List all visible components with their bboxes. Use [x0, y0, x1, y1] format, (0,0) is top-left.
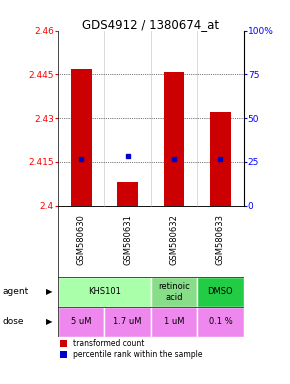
Text: retinoic
acid: retinoic acid — [158, 282, 190, 301]
Legend: transformed count, percentile rank within the sample: transformed count, percentile rank withi… — [60, 339, 202, 359]
Bar — [117, 182, 138, 206]
Text: KHS101: KHS101 — [88, 287, 121, 296]
Text: agent: agent — [3, 287, 29, 296]
Bar — [197, 277, 244, 307]
Text: 1.7 uM: 1.7 uM — [113, 318, 142, 326]
Text: GSM580630: GSM580630 — [77, 214, 86, 265]
Text: DMSO: DMSO — [208, 287, 233, 296]
Text: ▶: ▶ — [46, 287, 52, 296]
Text: ▶: ▶ — [46, 318, 52, 326]
Text: dose: dose — [3, 318, 24, 326]
Bar — [210, 113, 231, 206]
Text: GSM580632: GSM580632 — [169, 214, 179, 265]
Bar — [164, 71, 184, 206]
Bar — [197, 307, 244, 337]
Bar — [58, 307, 104, 337]
Bar — [58, 277, 151, 307]
Bar — [151, 277, 197, 307]
Bar — [71, 69, 92, 206]
Bar — [151, 307, 197, 337]
Text: GSM580633: GSM580633 — [216, 214, 225, 265]
Text: GSM580631: GSM580631 — [123, 214, 132, 265]
Bar — [104, 307, 151, 337]
Text: 1 uM: 1 uM — [164, 318, 184, 326]
Text: 5 uM: 5 uM — [71, 318, 91, 326]
Title: GDS4912 / 1380674_at: GDS4912 / 1380674_at — [82, 18, 219, 31]
Text: 0.1 %: 0.1 % — [209, 318, 232, 326]
